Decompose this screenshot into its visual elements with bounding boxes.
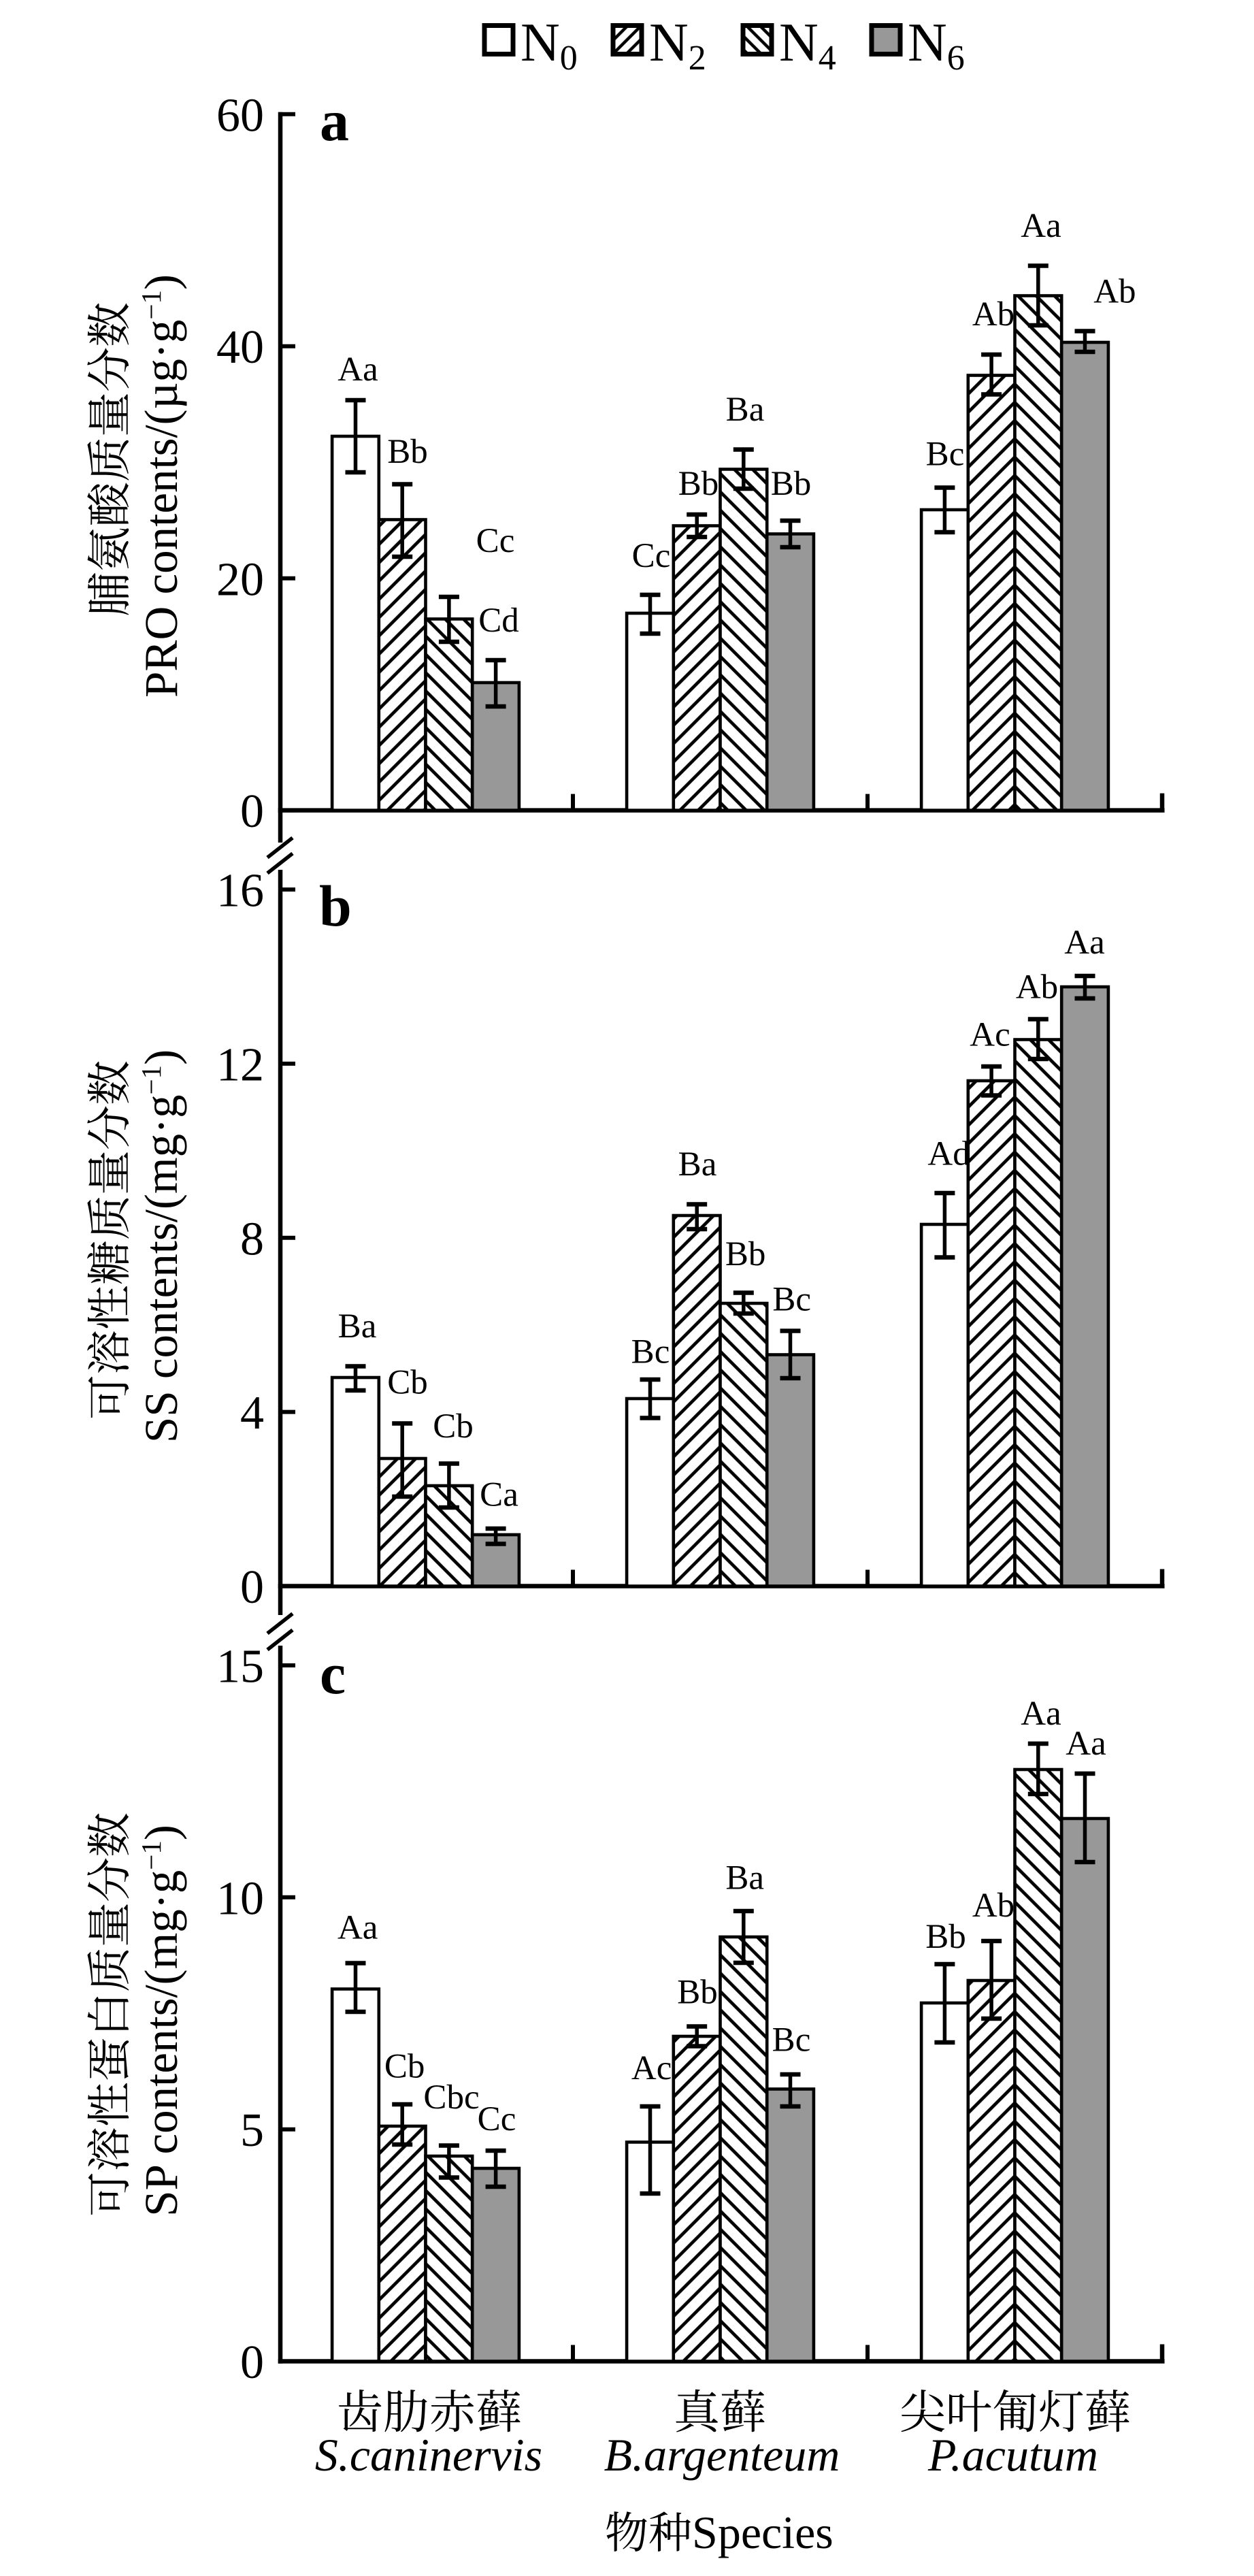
- svg-text:4: 4: [240, 1387, 264, 1439]
- svg-text:10: 10: [216, 1872, 264, 1925]
- svg-text:Ac: Ac: [970, 1016, 1010, 1054]
- svg-text:Bb: Bb: [725, 1235, 766, 1273]
- svg-text:S.caninervis: S.caninervis: [315, 2429, 542, 2481]
- svg-text:Cbc: Cbc: [423, 2078, 479, 2117]
- svg-text:8: 8: [240, 1213, 264, 1265]
- svg-text:Aa: Aa: [1021, 207, 1061, 245]
- svg-text:12: 12: [216, 1039, 264, 1091]
- svg-text:Aa: Aa: [1021, 1695, 1061, 1733]
- svg-text:Cb: Cb: [384, 2048, 425, 2086]
- svg-text:Bc: Bc: [772, 1280, 811, 1318]
- svg-text:c: c: [320, 1641, 346, 1706]
- svg-text:Ab: Ab: [1016, 968, 1058, 1007]
- svg-text:Ac: Ac: [631, 2049, 672, 2087]
- svg-text:Ab: Ab: [972, 1887, 1014, 1925]
- svg-text:Ba: Ba: [338, 1307, 377, 1346]
- svg-text:0: 0: [240, 2336, 264, 2389]
- svg-text:Bc: Bc: [772, 2021, 811, 2059]
- svg-text:Ab: Ab: [972, 295, 1014, 333]
- svg-text:Cc: Cc: [476, 522, 515, 560]
- svg-text:Ba: Ba: [678, 1145, 717, 1184]
- svg-text:Bb: Bb: [678, 465, 719, 503]
- svg-text:60: 60: [216, 89, 264, 142]
- svg-text:5: 5: [240, 2104, 264, 2157]
- svg-text:SP contents/(mg·g−1): SP contents/(mg·g−1): [135, 1825, 187, 2217]
- svg-text:Cb: Cb: [387, 1363, 428, 1401]
- svg-text:N4: N4: [779, 13, 836, 78]
- svg-text:Ad: Ad: [927, 1135, 970, 1173]
- svg-text:20: 20: [216, 553, 264, 606]
- svg-text:P.acutum: P.acutum: [927, 2429, 1098, 2481]
- svg-text:Cc: Cc: [478, 2100, 516, 2138]
- svg-text:Bc: Bc: [631, 1333, 670, 1371]
- svg-text:Aa: Aa: [1066, 1725, 1106, 1763]
- svg-text:PRO contents/(µg·g−1): PRO contents/(µg·g−1): [135, 274, 187, 698]
- svg-text:B.argenteum: B.argenteum: [604, 2429, 840, 2481]
- svg-text:Cb: Cb: [433, 1407, 474, 1446]
- svg-text:SS contents/(mg·g−1): SS contents/(mg·g−1): [135, 1049, 187, 1443]
- svg-text:Aa: Aa: [1064, 924, 1104, 962]
- svg-text:16: 16: [216, 865, 264, 917]
- svg-text:Bb: Bb: [771, 465, 812, 503]
- svg-text:a: a: [320, 88, 349, 153]
- svg-text:Species: Species: [692, 2507, 834, 2558]
- svg-text:Cd: Cd: [478, 602, 519, 640]
- svg-text:15: 15: [216, 1641, 264, 1693]
- svg-text:Aa: Aa: [337, 1908, 378, 1946]
- svg-text:Aa: Aa: [337, 350, 378, 389]
- svg-text:0: 0: [240, 785, 264, 838]
- svg-text:Ba: Ba: [726, 391, 765, 429]
- svg-text:Cc: Cc: [632, 537, 671, 575]
- svg-text:0: 0: [240, 1561, 264, 1614]
- svg-text:Ab: Ab: [1093, 272, 1136, 310]
- svg-text:Bb: Bb: [925, 1918, 966, 1956]
- svg-text:Ba: Ba: [725, 1859, 764, 1897]
- svg-text:Bc: Bc: [926, 436, 965, 474]
- svg-text:Bb: Bb: [677, 1973, 718, 2011]
- svg-text:40: 40: [216, 321, 264, 374]
- svg-text:Ca: Ca: [480, 1476, 518, 1514]
- svg-text:Bb: Bb: [387, 433, 428, 471]
- svg-text:b: b: [319, 873, 352, 939]
